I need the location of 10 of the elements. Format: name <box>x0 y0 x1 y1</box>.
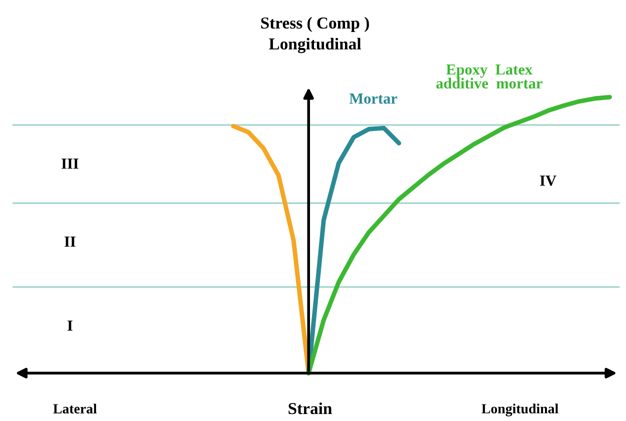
annotation: IV <box>540 176 556 186</box>
text: Longitudinal <box>482 404 558 416</box>
x-axis-title: Strain <box>288 402 332 414</box>
text: Lateral <box>53 404 97 414</box>
y-axis-title: Stress ( Comp ) Longitudinal <box>261 16 369 54</box>
text: III <box>62 158 78 169</box>
text: II <box>64 236 76 247</box>
series-label: Epoxy Latex additive mortar <box>436 64 542 89</box>
text: I <box>68 320 72 331</box>
series-label: Mortar <box>349 94 398 104</box>
